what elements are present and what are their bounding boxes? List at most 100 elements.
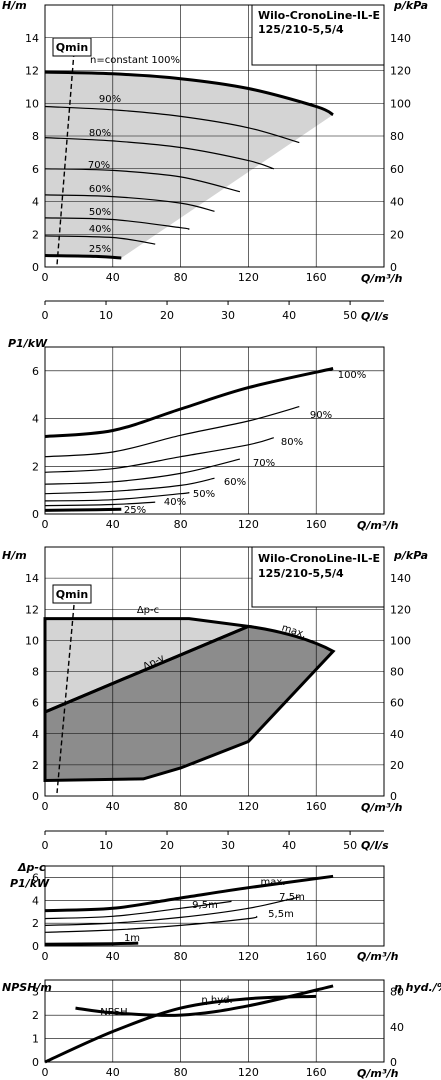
grid-layer [44, 4, 385, 1063]
x-tick-label: 80 [174, 1066, 188, 1079]
header-box [251, 4, 385, 66]
x-tick-label: 40 [106, 1066, 120, 1079]
x2-tick-label: 40 [282, 309, 296, 322]
curve-70% [44, 168, 241, 193]
curve-label: 70% [88, 160, 110, 171]
y-tick-label: 1 [32, 1033, 39, 1046]
yr-tick-label: 100 [390, 97, 411, 110]
x-tick-label: 120 [238, 271, 259, 284]
x2-tick-label: 40 [282, 839, 296, 852]
curve-label: 80% [89, 128, 111, 139]
x-axis-label: Q/m³/h [357, 519, 399, 532]
dpc-label: Δp-c [137, 605, 159, 616]
x-axis-label: Q/m³/h [357, 950, 399, 963]
x-tick-label: 0 [42, 800, 49, 813]
p1c-curve-5,5m [44, 915, 258, 933]
x-tick-label: 160 [306, 800, 327, 813]
y-tick-label: 6 [32, 163, 39, 176]
yr-tick-label: 140 [390, 32, 411, 45]
x2-tick-label: 10 [99, 839, 113, 852]
p1-curve-label: 40% [164, 497, 186, 508]
dpv-outline [43, 624, 336, 782]
p1-curve-label: 90% [310, 410, 332, 421]
x-tick-label: 120 [238, 1066, 259, 1079]
y-tick-label: 6 [32, 697, 39, 710]
y-tick-label: 6 [32, 365, 39, 378]
plot-frame [44, 865, 385, 947]
x2-tick-label: 50 [343, 839, 357, 852]
lines-layer [43, 51, 336, 1064]
p1c-curve-7,5m [44, 896, 300, 926]
x-tick-label: 0 [42, 950, 49, 963]
x2-tick-label: 0 [42, 839, 49, 852]
x-tick-label: 160 [306, 1066, 327, 1079]
y-tick-label: 4 [32, 728, 39, 741]
y-axis-label: Δp-c [17, 861, 46, 874]
yr-tick-label: 0 [390, 790, 397, 803]
p1c-curve-9,5m [44, 900, 232, 920]
y-tick-label: 0 [32, 940, 39, 953]
y-tick-label: 4 [32, 196, 39, 209]
y-axis-label-2: P1/kW [10, 877, 50, 890]
p1c-curve-label: 1m [124, 933, 140, 944]
yr-tick-label: 60 [390, 163, 404, 176]
yr-tick-label: 80 [390, 986, 404, 999]
y-axis-label: P1/kW [8, 337, 48, 350]
p1-curve-40% [44, 501, 156, 507]
x-tick-label: 0 [42, 271, 49, 284]
p1-curve-100% [44, 367, 334, 438]
x-tick-label: 40 [106, 518, 120, 531]
p1-curve-label: 100% [338, 370, 367, 381]
p1-curve-60% [44, 477, 215, 495]
yr-tick-label: 40 [390, 728, 404, 741]
p1c-curve-1m [44, 941, 139, 946]
y-tick-label: 10 [25, 634, 39, 647]
p1c-curve-max. [44, 874, 334, 913]
y-axis-label: NPSH/m [2, 981, 52, 994]
yr-tick-label: 20 [390, 228, 404, 241]
plot-frame [44, 346, 385, 515]
x2-tick-label: 30 [221, 839, 235, 852]
plot-frame [44, 4, 385, 268]
p1-curve-70% [44, 458, 241, 485]
header-line-1: Wilo-CronoLine-IL-E [258, 9, 380, 22]
x-tick-label: 160 [306, 271, 327, 284]
yr-tick-label: 40 [390, 1021, 404, 1034]
curve-50% [44, 217, 190, 230]
y-tick-label: 2 [32, 1009, 39, 1022]
x-tick-label: 0 [42, 1066, 49, 1079]
y-tick-label: 0 [32, 261, 39, 274]
x2-tick-label: 50 [343, 309, 357, 322]
p1c-curve-label: 5,5m [268, 909, 294, 920]
x2-tick-label: 0 [42, 309, 49, 322]
x-tick-label: 120 [238, 518, 259, 531]
curve-label: 60% [89, 184, 111, 195]
x2-tick-label: 30 [221, 309, 235, 322]
yr-tick-label: 20 [390, 759, 404, 772]
yr-axis-label: p/kPa [393, 549, 428, 562]
x-tick-label: 80 [174, 518, 188, 531]
yr-tick-label: 60 [390, 697, 404, 710]
x-axis-label: Q/m³/h [357, 1067, 399, 1080]
p1-curve-80% [44, 437, 274, 473]
dpv-range-fill [45, 626, 334, 781]
yr-tick-label: 120 [390, 603, 411, 616]
qmin-line [56, 51, 75, 266]
y-tick-label: 10 [25, 97, 39, 110]
x2-tick-label: 10 [99, 309, 113, 322]
yr-axis-label: η hyd./% [394, 981, 441, 994]
y-tick-label: 12 [25, 603, 39, 616]
p1c-curve-label: 9,5m [192, 900, 218, 911]
header-box [251, 546, 385, 608]
p1-curve-90% [44, 406, 300, 458]
p1-curve-label: 25% [124, 505, 146, 516]
header-line-2: 125/210-5,5/4 [258, 567, 344, 580]
y-tick-label: 2 [32, 460, 39, 473]
x-tick-label: 80 [174, 800, 188, 813]
p1-curve-50% [44, 491, 190, 502]
x-tick-label: 40 [106, 800, 120, 813]
qmin-label: Qmin [56, 588, 88, 601]
p1-curve-label: 70% [253, 458, 275, 469]
curve-25% [44, 254, 122, 260]
